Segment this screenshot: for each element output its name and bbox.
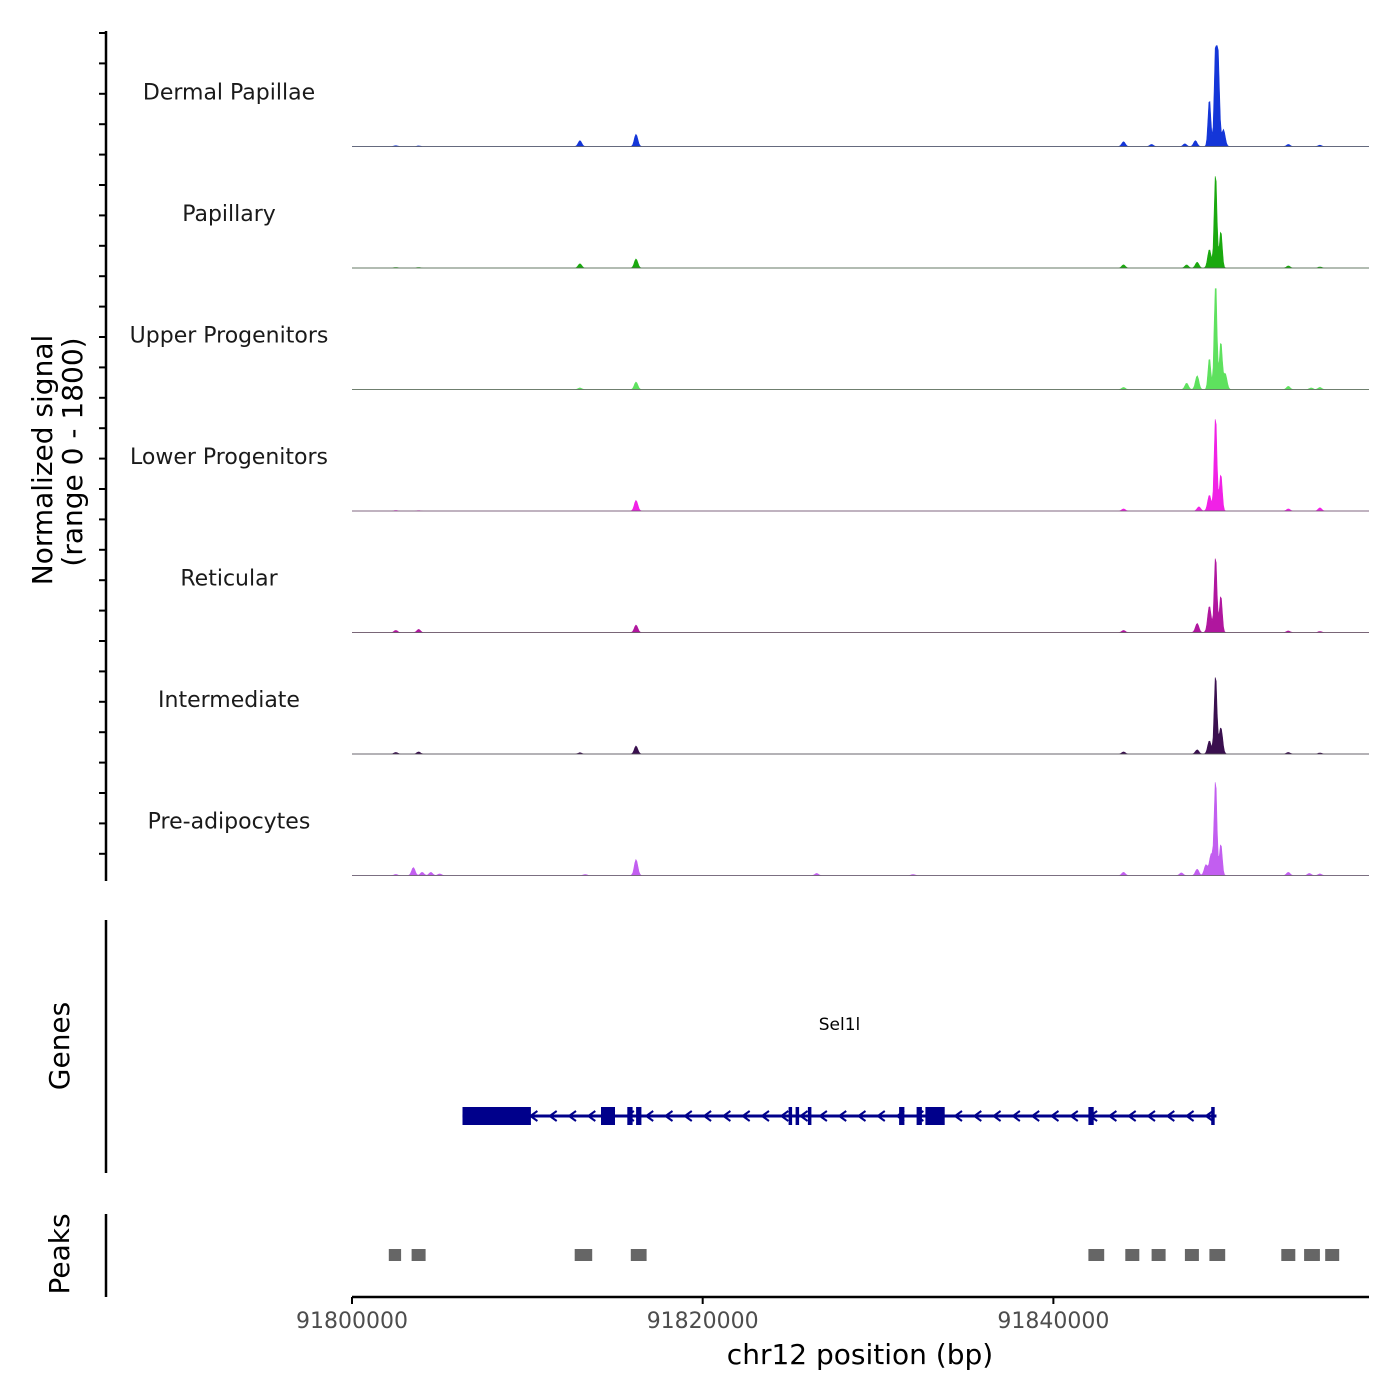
coverage-track-1: Dermal Papillae [143,45,1369,147]
gene-exon [788,1107,793,1125]
strand-arrow [702,1110,712,1122]
strand-arrow [953,1110,963,1122]
coverage-tracks: Dermal Papillae Papillary Upper Progenitor… [130,45,1369,876]
strand-arrow [1030,1110,1040,1122]
track-label: Papillary [182,202,276,227]
strand-arrow [972,1110,982,1122]
coverage-ylabel-line1: Normalized signal [26,335,59,586]
gene-exon [627,1107,633,1125]
strand-arrow [1069,1110,1079,1122]
peak-region [1304,1249,1320,1261]
gene-exon [462,1107,531,1125]
peak-region [1125,1249,1140,1261]
coverage-area [352,558,1369,633]
track-label: Reticular [180,567,278,592]
track-label: Upper Progenitors [130,324,329,349]
gene-exon [795,1107,800,1125]
x-axis-title: chr12 position (bp) [727,1338,993,1371]
strand-arrow [1165,1110,1175,1122]
coverage-track-7: Pre-adipocytes [148,782,1369,876]
coverage-track-4: Lower Progenitors [130,419,1369,512]
strand-arrow [856,1110,867,1122]
strand-arrow [1011,1110,1021,1122]
peak-region [1325,1249,1340,1261]
strand-arrow [1184,1110,1195,1122]
x-tick-label: 91800000 [296,1309,408,1334]
gene-exon [925,1107,945,1125]
strand-arrow [1049,1110,1060,1122]
strand-arrow [740,1110,751,1122]
strand-arrow [1204,1110,1214,1122]
peak-region [1184,1249,1199,1261]
peak-region [1209,1249,1226,1261]
track-label: Lower Progenitors [130,445,328,470]
left-axes [99,31,108,1297]
strand-arrow [991,1110,1002,1122]
peaks-axis-label: Peaks [43,1213,76,1294]
x-tick-label: 91820000 [647,1309,759,1334]
coverage-area [352,677,1369,755]
strand-arrow [876,1110,886,1122]
coverage-track-3: Upper Progenitors [130,288,1369,390]
gene-exon [916,1107,922,1125]
strand-arrow [586,1110,596,1122]
coverage-area [352,288,1369,390]
strand-arrow [683,1110,693,1122]
gene-exon [899,1107,905,1125]
peak-region [1151,1249,1166,1261]
coverage-track-5: Reticular [180,558,1369,633]
strand-arrow [1146,1110,1156,1122]
coverage-area [352,45,1369,147]
strand-arrow [663,1110,674,1122]
strand-arrow [798,1110,809,1122]
gene-exon [1088,1107,1094,1125]
track-label: Dermal Papillae [143,81,315,106]
gene-exon [1211,1107,1215,1125]
strand-arrow [644,1110,654,1122]
coverage-ylabel-line2: (range 0 - 1800) [56,337,89,566]
strand-arrow [1126,1110,1137,1122]
strand-arrow [1107,1110,1117,1122]
strand-arrow [567,1110,577,1122]
track-label: Pre-adipocytes [148,810,311,835]
gene-exon [807,1107,812,1125]
gene-1: Sel1l [462,1015,1217,1125]
strand-arrow [779,1110,789,1122]
gene-exon [601,1107,615,1125]
coverage-area [352,176,1369,269]
coverage-track-2: Papillary [182,176,1369,269]
peaks-track [388,1249,1340,1261]
x-axis: 91800000 91820000 91840000 [296,1295,1369,1334]
strand-arrow [818,1110,828,1122]
x-tick-label: 91840000 [997,1309,1109,1334]
coverage-area [352,419,1369,512]
strand-arrow [547,1110,558,1122]
peak-region [388,1249,402,1261]
strand-arrow [837,1110,847,1122]
coverage-track-6: Intermediate [158,677,1369,755]
genes-axis-label: Genes [43,1002,76,1090]
gene-name-label: Sel1l [819,1015,861,1035]
strand-arrow [721,1110,731,1122]
peak-region [1088,1249,1105,1261]
strand-arrow [760,1110,770,1122]
peak-region [574,1249,593,1261]
peak-region [630,1249,647,1261]
track-label: Intermediate [158,688,300,713]
peak-region [1281,1249,1296,1261]
gene-track: Sel1l [462,1015,1217,1125]
gene-exon [636,1107,642,1125]
coverage-area [352,782,1369,876]
peak-region [411,1249,426,1261]
